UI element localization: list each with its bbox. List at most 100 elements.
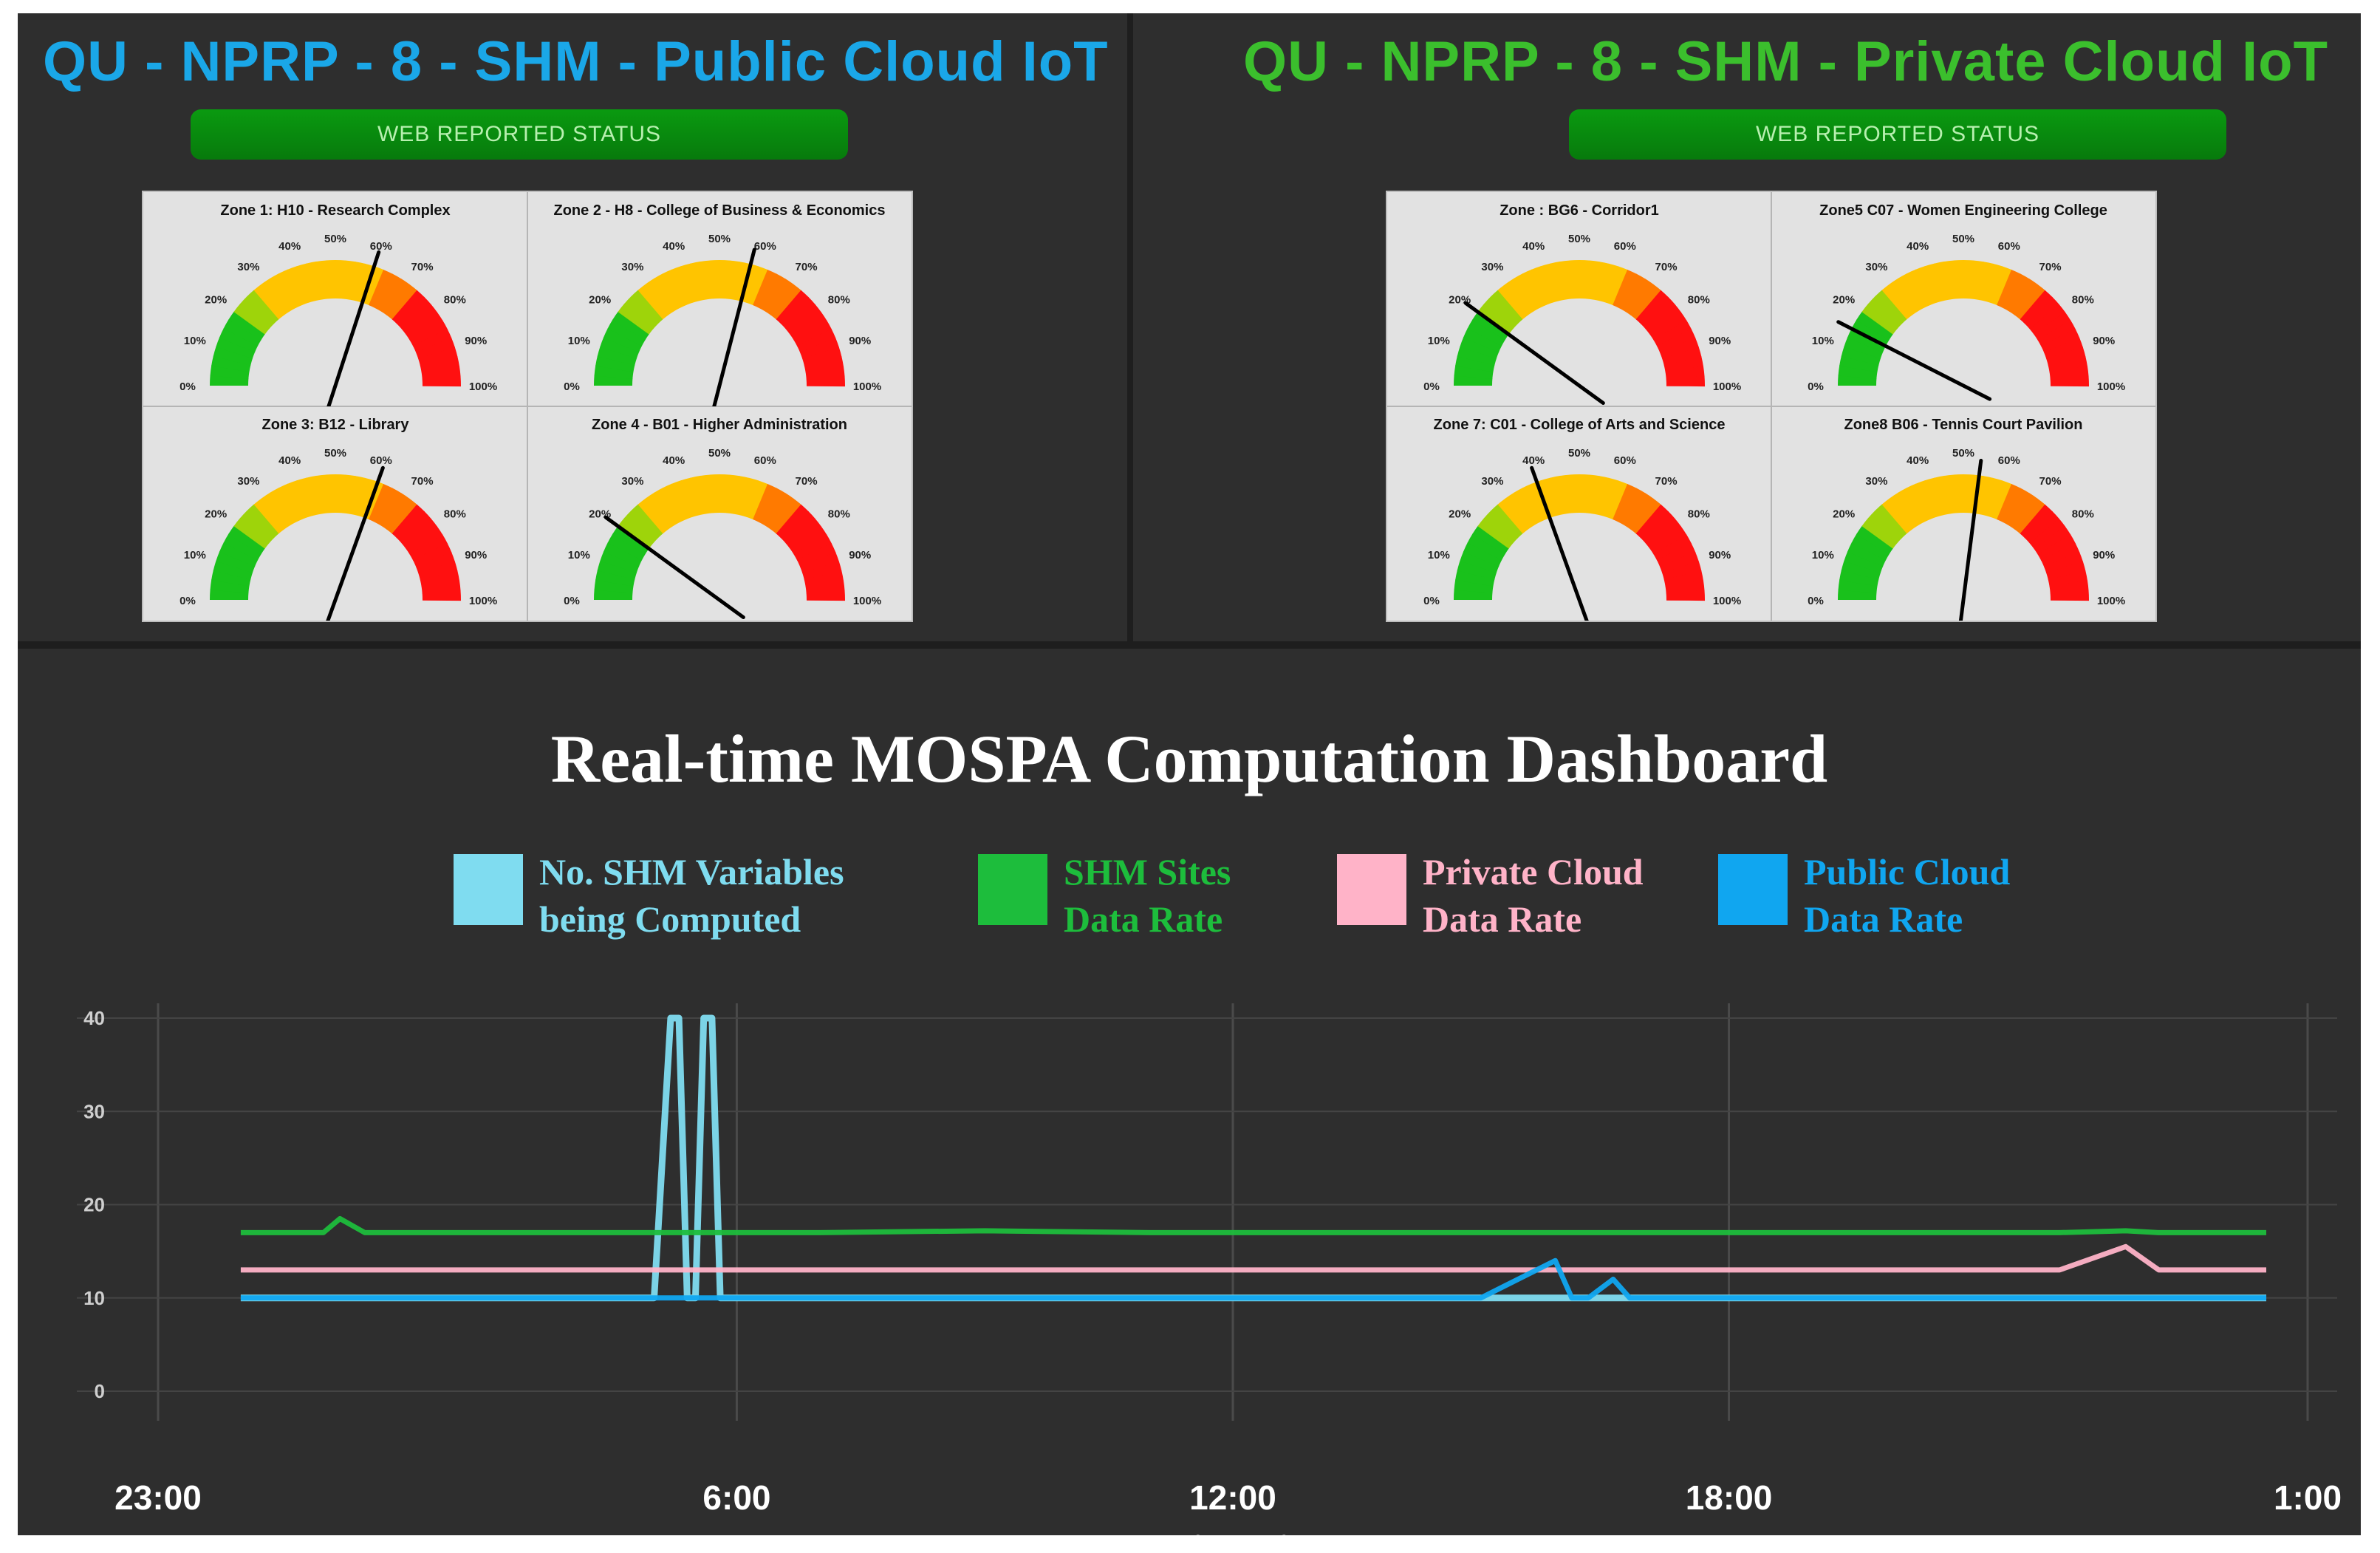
gauge-arc-segment (2014, 284, 2046, 320)
gauge-dial: 0%10%20%30%40%50%60%70%80%90%100% (179, 447, 497, 621)
gauge-arc-segment (1943, 260, 1957, 300)
gauge-arc-segment (1531, 265, 1553, 305)
gauge-arc-segment (1851, 319, 1890, 347)
gauge-tick-label: 30% (237, 261, 259, 273)
series-line-4 (240, 1257, 2267, 1301)
gauge-arc-segment (422, 375, 461, 387)
gauge-tick-label: 20% (205, 508, 227, 520)
gauge-arc-segment (630, 290, 663, 324)
gauge-tick-label: 40% (1907, 454, 1929, 467)
gauge-arc-segment (1881, 497, 1913, 534)
gauge-tick-label: 100% (469, 595, 497, 607)
gauge-arc-segment (612, 525, 649, 555)
gauge-tick-label: 20% (1833, 293, 1855, 306)
gauge-tick-label: 100% (2097, 595, 2125, 607)
gauge-arc-segment (2014, 498, 2046, 534)
gauge-arc-segment (420, 570, 460, 587)
gauge-arc-segment (1844, 336, 1884, 359)
gauge-arc-segment (1630, 498, 1662, 534)
gauge-arc-segment (793, 534, 832, 562)
gauge-arc-segment (210, 365, 250, 379)
gauge-tick-label: 10% (184, 549, 206, 562)
gauge-arc-segment (401, 304, 438, 335)
gauge-dial: 0%10%20%30%40%50%60%70%80%90%100% (1423, 447, 1741, 621)
gauge-arc-segment (1915, 479, 1938, 519)
gauge-arc-segment (397, 511, 431, 544)
gauge-arc-segment (2008, 493, 2038, 530)
gauge-arc-segment (315, 474, 329, 514)
legend-label: Private Cloud Data Rate (1423, 851, 1644, 940)
gauge-tick-label: 80% (1688, 508, 1710, 520)
gauge-tick-label: 40% (663, 454, 685, 467)
gauge-arc-segment (2037, 534, 2076, 562)
gauge-arc-segment (690, 475, 707, 516)
gauge-needle (712, 248, 756, 406)
gauge-arc-segment (662, 269, 687, 308)
gauge-tick-label: 80% (2072, 508, 2094, 520)
gauge-arc-segment (1457, 560, 1497, 580)
gauge-arc-segment (1867, 296, 1903, 330)
gauge-dial: 0%10%20%30%40%50%60%70%80%90%100% (564, 447, 881, 620)
gauge-arc-segment (413, 328, 452, 353)
gauge-arc-segment (1666, 590, 1705, 601)
gauge-arc-segment (1454, 579, 1494, 593)
gauge-tick-label: 60% (1614, 454, 1636, 467)
gauge-arc-segment (386, 498, 418, 534)
gauge-arc-segment (296, 263, 316, 303)
gauge-arc-segment (223, 319, 261, 347)
gauge-arc-segment (1477, 517, 1514, 549)
gauge-tick-label: 90% (2093, 549, 2115, 562)
gauge-arc-segment (646, 492, 674, 530)
gauge-arc-segment (785, 518, 822, 550)
gauge-arc-segment (422, 590, 461, 601)
gauge-tick-label: 60% (1614, 240, 1636, 253)
gauge-arc-segment (781, 511, 815, 544)
private-web-reported-status-button[interactable]: WEB REPORTED STATUS (1569, 109, 2226, 160)
gauge-arc-segment (1586, 474, 1600, 514)
gauge-arc-segment (1490, 290, 1523, 324)
y-tick-label: 20 (83, 1194, 105, 1216)
gauge-arc-segment (342, 474, 356, 514)
gauge-arc-segment (355, 477, 375, 518)
gauge-arc-segment (1454, 365, 1494, 379)
gauge-arc-segment (1660, 337, 1700, 360)
gauge-arc-segment (797, 328, 836, 353)
gauge-arc-segment (296, 477, 316, 517)
gauge-arc-segment (416, 337, 456, 360)
gauge-tick-label: 50% (324, 447, 346, 460)
gauge-arc-segment (776, 504, 809, 539)
gauge-needle (603, 515, 745, 620)
gauge-tick-label: 10% (568, 549, 590, 562)
gauge-arc-segment (733, 262, 750, 301)
gauge-arc-segment (1618, 273, 1646, 312)
gauge-arc-segment (646, 278, 674, 315)
gauge-arc-segment (1599, 477, 1619, 518)
gauge-tick-label: 70% (796, 475, 818, 488)
gauge-arc-segment (776, 290, 809, 325)
gauge-arc-segment (253, 283, 285, 320)
gauge-arc-segment (802, 347, 842, 366)
gauge-arc-segment (1663, 570, 1704, 587)
public-web-reported-status-button[interactable]: WEB REPORTED STATUS (191, 109, 848, 160)
series-line-2 (240, 1215, 2267, 1235)
gauge-tick-label: 90% (465, 549, 487, 562)
gauge-tick-label: 70% (796, 261, 818, 273)
gauge-tick-label: 20% (1449, 508, 1471, 520)
gauge-arc-segment (793, 320, 832, 347)
gauge-arc-segment (1613, 483, 1638, 523)
mospa-chart-section: Real-time MOSPA Computation Dashboard No… (18, 649, 2361, 1535)
y-tick-label: 10 (83, 1287, 105, 1309)
gauge-arc-segment (325, 474, 337, 513)
gauge-tick-label: 60% (370, 240, 392, 253)
gauge-arc-segment (2041, 328, 2080, 353)
gauge-tick-label: 50% (1568, 233, 1590, 245)
gauge-tick-label: 100% (853, 595, 881, 607)
gauge-tick-label: 70% (411, 475, 434, 488)
gauge-tick-label: 90% (1709, 549, 1731, 562)
gauge-arc-segment (375, 273, 402, 312)
y-tick-label: 30 (83, 1100, 105, 1122)
gauge-tick-label: 0% (1423, 380, 1440, 393)
gauge-arc-segment (654, 488, 681, 526)
gauge-arc-segment (1649, 312, 1687, 341)
gauge-arc-segment (618, 303, 654, 335)
